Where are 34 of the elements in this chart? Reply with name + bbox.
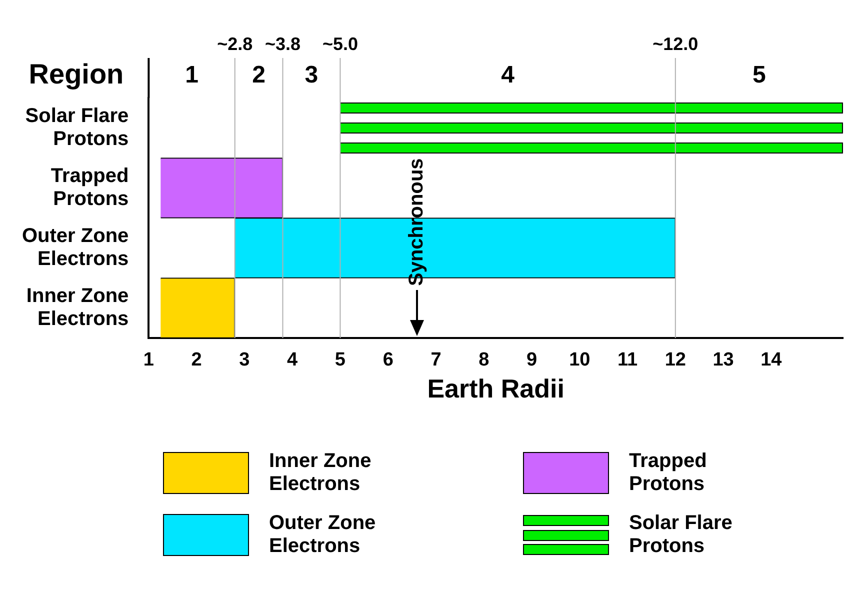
x-tick-label: 9 <box>526 350 538 371</box>
x-tick-label: 1 <box>143 350 154 371</box>
x-tick-label: 5 <box>334 350 346 371</box>
ref-line-label: ~2.8 <box>217 34 253 54</box>
x-tick-label: 6 <box>382 350 394 371</box>
y-tick-label: Solar Flare Protons <box>25 105 129 150</box>
legend-label: Inner Zone Electrons <box>269 450 372 496</box>
annotation: 4 <box>501 62 516 89</box>
x-axis-title: Earth Radii <box>427 374 564 404</box>
annotation: 1 <box>185 62 198 89</box>
text: Region <box>28 58 124 90</box>
x-tick-label: 4 <box>287 350 298 371</box>
x-tick-label: 12 <box>664 350 686 371</box>
y-tick-label: Outer Zone Electrons <box>22 225 129 270</box>
ref-line-label: Synchronous <box>405 158 428 286</box>
x-tick-label: 8 <box>478 350 490 371</box>
x-tick-label: 7 <box>430 350 442 371</box>
ref-line-label: ~3.8 <box>264 34 301 54</box>
legend-label: Solar Flare Protons <box>629 512 732 558</box>
ref-line-label: ~5.0 <box>322 34 358 54</box>
annotation: 5 <box>752 62 766 89</box>
y-tick-label: Trapped Protons <box>50 165 129 210</box>
y-tick-label: Inner Zone Electrons <box>26 285 129 330</box>
annotation: 2 <box>252 62 266 89</box>
legend-label: Outer Zone Electrons <box>269 512 376 558</box>
x-tick-label: 13 <box>712 350 734 371</box>
annotation: 3 <box>304 62 318 89</box>
ref-line-label: ~12.0 <box>652 34 698 54</box>
legend-label: Trapped Protons <box>629 450 707 496</box>
x-tick-label: 2 <box>191 350 202 371</box>
x-tick-label: 3 <box>239 350 250 371</box>
x-tick-label: 11 <box>617 350 638 371</box>
x-tick-label: 14 <box>760 350 782 371</box>
x-tick-label: 10 <box>569 350 590 371</box>
